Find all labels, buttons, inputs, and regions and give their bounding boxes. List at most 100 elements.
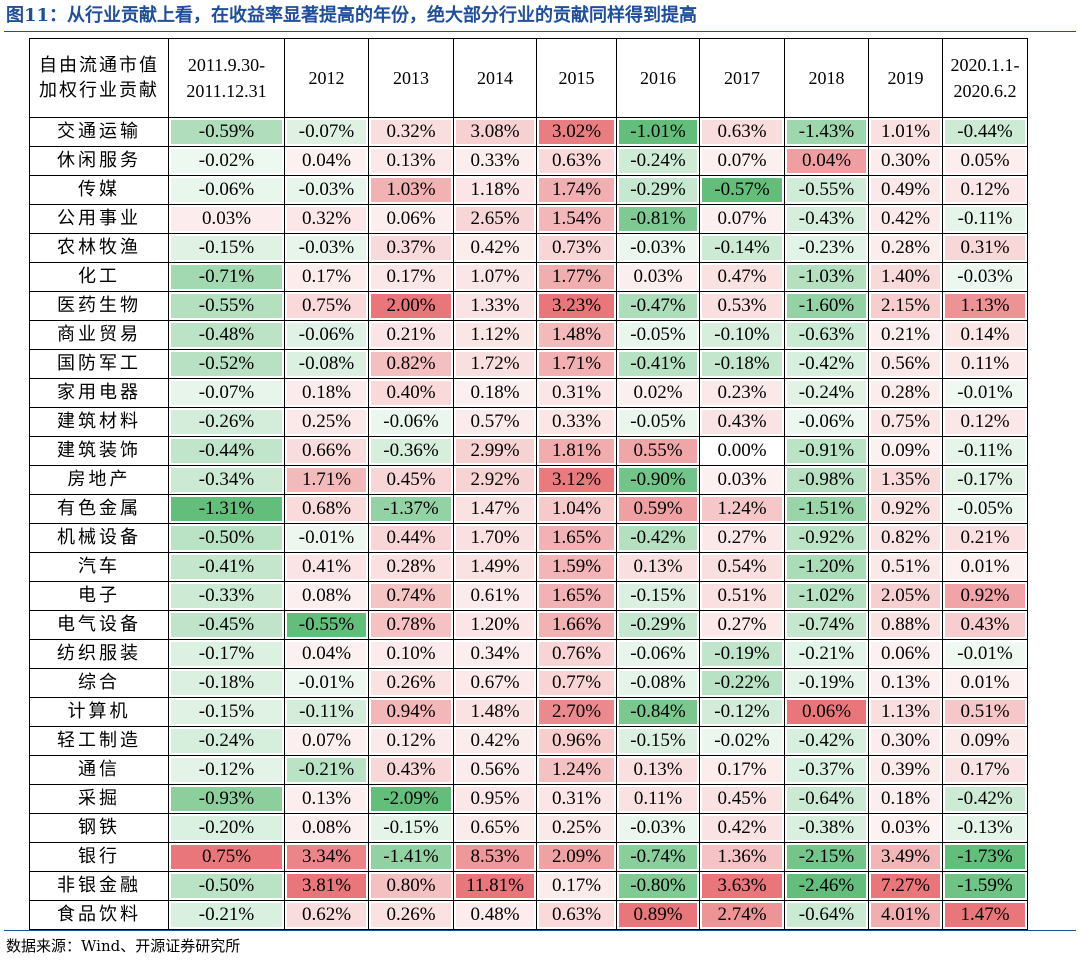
contribution-cell: -0.21%	[284, 755, 369, 785]
contribution-cell: 1.65%	[536, 581, 617, 611]
contribution-value: -0.01%	[287, 526, 366, 550]
contribution-cell: 0.42%	[868, 204, 943, 234]
contribution-cell: 0.30%	[868, 146, 943, 176]
contribution-cell: 0.39%	[868, 755, 943, 785]
contribution-value: -0.07%	[287, 120, 366, 144]
contribution-value: 0.13%	[871, 671, 940, 695]
contribution-value: -0.41%	[619, 352, 697, 376]
contribution-value: 0.30%	[871, 149, 940, 173]
contribution-cell: -0.34%	[168, 465, 285, 495]
contribution-cell: -0.91%	[784, 436, 869, 466]
contribution-cell: 0.27%	[699, 523, 785, 553]
contribution-cell: -0.48%	[168, 320, 285, 350]
contribution-cell: 0.03%	[616, 262, 700, 292]
contribution-value: 0.17%	[702, 758, 782, 782]
industry-name: 商业贸易	[29, 320, 169, 350]
contribution-value: -1.51%	[787, 497, 866, 521]
industry-name: 食品饮料	[29, 900, 169, 930]
header-period: 2019	[868, 38, 943, 118]
contribution-cell: -0.64%	[784, 900, 869, 930]
contribution-value: -0.36%	[371, 439, 451, 463]
contribution-value: -0.29%	[619, 178, 697, 202]
contribution-cell: 0.26%	[368, 668, 454, 698]
contribution-value: 1.48%	[539, 323, 614, 347]
contribution-cell: -0.03%	[616, 233, 700, 263]
contribution-value: -0.42%	[787, 352, 866, 376]
contribution-value: -0.06%	[787, 410, 866, 434]
contribution-cell: 0.10%	[368, 639, 454, 669]
contribution-value: 0.33%	[456, 149, 534, 173]
contribution-value: 0.04%	[787, 149, 866, 173]
contribution-value: 0.89%	[619, 903, 697, 927]
contribution-cell: 0.45%	[699, 784, 785, 814]
contribution-value: -1.43%	[787, 120, 866, 144]
contribution-cell: -0.01%	[284, 668, 369, 698]
contribution-value: 0.11%	[945, 352, 1025, 376]
contribution-value: -0.42%	[787, 729, 866, 753]
contribution-value: -0.15%	[171, 700, 282, 724]
contribution-cell: 2.05%	[868, 581, 943, 611]
contribution-cell: -0.06%	[284, 320, 369, 350]
contribution-cell: 0.06%	[784, 697, 869, 727]
contribution-value: 0.07%	[702, 207, 782, 231]
contribution-value: 11.81%	[456, 874, 534, 898]
contribution-cell: 2.74%	[699, 900, 785, 930]
contribution-value: 0.94%	[371, 700, 451, 724]
table-row: 纺织服装 -0.17% 0.04% 0.10% 0.34% 0.76% -0.06% -0.1…	[29, 639, 1028, 669]
contribution-value: -0.05%	[945, 497, 1025, 521]
contribution-cell: -0.20%	[168, 813, 285, 843]
contribution-value: 0.21%	[871, 323, 940, 347]
contribution-cell: -0.74%	[784, 610, 869, 640]
contribution-cell: 0.82%	[368, 349, 454, 379]
contribution-value: 3.49%	[871, 845, 940, 869]
contribution-value: 0.32%	[371, 120, 451, 144]
contribution-cell: 0.65%	[453, 813, 537, 843]
contribution-value: 0.28%	[371, 555, 451, 579]
contribution-value: -0.50%	[171, 526, 282, 550]
industry-name: 建筑材料	[29, 407, 169, 437]
contribution-cell: -0.11%	[942, 436, 1028, 466]
contribution-cell: 0.34%	[453, 639, 537, 669]
header-period: 2014	[453, 38, 537, 118]
contribution-cell: 0.63%	[536, 146, 617, 176]
contribution-value: 0.03%	[702, 468, 782, 492]
table-row: 交通运输 -0.59% -0.07% 0.32% 3.08% 3.02% -1.01% 0.6…	[29, 117, 1028, 147]
table-row: 医药生物 -0.55% 0.75% 2.00% 1.33% 3.23% -0.47% 0.53…	[29, 291, 1028, 321]
contribution-value: -1.59%	[945, 874, 1025, 898]
contribution-value: 0.17%	[945, 758, 1025, 782]
contribution-value: 0.92%	[945, 584, 1025, 608]
contribution-cell: 0.82%	[868, 523, 943, 553]
contribution-value: -0.37%	[787, 758, 866, 782]
contribution-cell: 0.42%	[699, 813, 785, 843]
contribution-cell: -2.15%	[784, 842, 869, 872]
contribution-value: 0.92%	[871, 497, 940, 521]
contribution-cell: -1.60%	[784, 291, 869, 321]
contribution-cell: 0.75%	[168, 842, 285, 872]
contribution-value: 0.82%	[371, 352, 451, 376]
contribution-value: -0.11%	[287, 700, 366, 724]
contribution-cell: 0.32%	[368, 117, 454, 147]
contribution-value: 0.27%	[702, 613, 782, 637]
contribution-cell: -0.01%	[942, 378, 1028, 408]
contribution-value: -0.21%	[171, 903, 282, 927]
contribution-value: 0.95%	[456, 787, 534, 811]
industry-name: 纺织服装	[29, 639, 169, 669]
contribution-cell: 1.66%	[536, 610, 617, 640]
contribution-cell: -0.29%	[616, 175, 700, 205]
contribution-value: 0.12%	[945, 410, 1025, 434]
contribution-value: 0.82%	[871, 526, 940, 550]
contribution-value: 0.55%	[619, 439, 697, 463]
contribution-cell: -0.38%	[784, 813, 869, 843]
contribution-cell: -0.81%	[616, 204, 700, 234]
table-row: 建筑材料 -0.26% 0.25% -0.06% 0.57% 0.33% -0.05% 0.4…	[29, 407, 1028, 437]
contribution-cell: -1.51%	[784, 494, 869, 524]
contribution-cell: 1.07%	[453, 262, 537, 292]
contribution-cell: 0.45%	[368, 465, 454, 495]
contribution-cell: 0.17%	[699, 755, 785, 785]
contribution-value: 1.77%	[539, 265, 614, 289]
contribution-value: 0.63%	[702, 120, 782, 144]
contribution-cell: 1.65%	[536, 523, 617, 553]
contribution-value: -0.03%	[619, 236, 697, 260]
contribution-cell: -0.06%	[616, 639, 700, 669]
contribution-value: 0.74%	[371, 584, 451, 608]
